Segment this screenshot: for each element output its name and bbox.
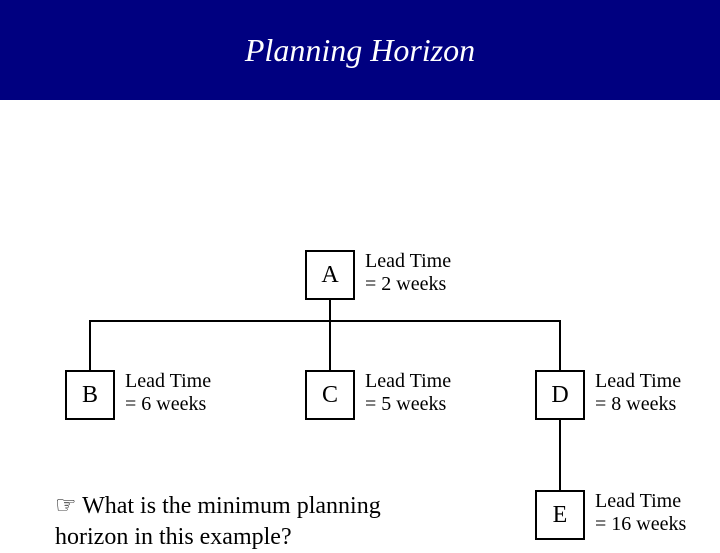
node-b-label: Lead Time = 6 weeks xyxy=(125,370,211,416)
node-b: B xyxy=(65,370,115,420)
diagram-area: A Lead Time = 2 weeks B Lead Time = 6 we… xyxy=(0,100,720,400)
connector xyxy=(329,320,331,370)
connector xyxy=(559,420,561,490)
node-e: E xyxy=(535,490,585,540)
node-b-label-l2: = 6 weeks xyxy=(125,393,206,415)
node-e-letter: E xyxy=(553,502,568,529)
node-e-label-l1: Lead Time xyxy=(595,490,681,512)
connector xyxy=(89,320,561,322)
node-c-label-l2: = 5 weeks xyxy=(365,393,446,415)
node-c-label: Lead Time = 5 weeks xyxy=(365,370,451,416)
node-d-letter: D xyxy=(551,382,568,409)
node-e-label-l2: = 16 weeks xyxy=(595,513,686,535)
node-a: A xyxy=(305,250,355,300)
pointer-icon: ☞ xyxy=(55,492,77,519)
question-line1: What is the minimum planning xyxy=(77,493,381,519)
connector xyxy=(89,320,91,370)
question-line2: horizon in this example? xyxy=(55,524,292,550)
question-text: ☞ What is the minimum planning horizon i… xyxy=(55,490,515,553)
node-d-label-l1: Lead Time xyxy=(595,370,681,392)
node-a-letter: A xyxy=(321,262,338,289)
node-b-letter: B xyxy=(82,382,98,409)
page-title: Planning Horizon xyxy=(245,32,475,69)
node-a-label-l2: = 2 weeks xyxy=(365,273,446,295)
node-c-letter: C xyxy=(322,382,338,409)
node-a-label: Lead Time = 2 weeks xyxy=(365,250,451,296)
node-d: D xyxy=(535,370,585,420)
node-e-label: Lead Time = 16 weeks xyxy=(595,490,686,536)
node-c: C xyxy=(305,370,355,420)
connector xyxy=(329,300,331,320)
node-c-label-l1: Lead Time xyxy=(365,370,451,392)
title-bar: Planning Horizon xyxy=(0,0,720,100)
connector xyxy=(559,320,561,370)
node-d-label: Lead Time = 8 weeks xyxy=(595,370,681,416)
node-b-label-l1: Lead Time xyxy=(125,370,211,392)
node-a-label-l1: Lead Time xyxy=(365,250,451,272)
node-d-label-l2: = 8 weeks xyxy=(595,393,676,415)
